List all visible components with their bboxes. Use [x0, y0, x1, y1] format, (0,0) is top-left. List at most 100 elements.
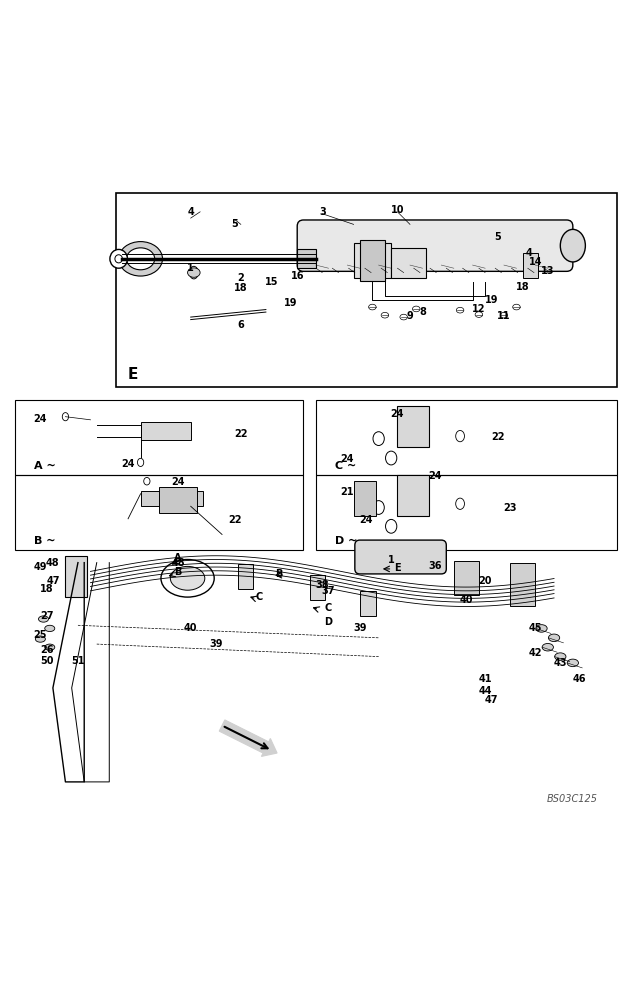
Bar: [140, 491, 204, 506]
Ellipse shape: [500, 312, 507, 318]
Text: 47: 47: [46, 576, 59, 586]
Ellipse shape: [161, 560, 214, 597]
Text: 48: 48: [46, 558, 59, 568]
Text: 49: 49: [33, 562, 47, 572]
Ellipse shape: [381, 312, 389, 318]
Text: 14: 14: [528, 257, 542, 267]
Ellipse shape: [119, 242, 162, 276]
Text: B: B: [174, 567, 182, 577]
Text: 15: 15: [265, 277, 279, 287]
Bar: [353, 243, 391, 278]
FancyBboxPatch shape: [355, 540, 446, 574]
Text: A ~: A ~: [34, 461, 56, 471]
Text: 26: 26: [40, 645, 53, 655]
Text: 42: 42: [528, 648, 542, 658]
Text: 25: 25: [33, 630, 47, 640]
Bar: [360, 240, 385, 281]
Ellipse shape: [35, 636, 46, 642]
Text: 46: 46: [573, 674, 586, 684]
Ellipse shape: [567, 659, 578, 667]
Text: 10: 10: [391, 205, 404, 215]
Text: 44: 44: [478, 686, 492, 696]
Text: 4: 4: [187, 207, 194, 217]
Bar: [510, 563, 535, 606]
Text: 5: 5: [231, 219, 238, 229]
Text: 21: 21: [341, 487, 354, 497]
Ellipse shape: [45, 625, 55, 632]
Ellipse shape: [413, 306, 420, 312]
Bar: [360, 591, 375, 616]
Bar: [398, 475, 428, 516]
Text: 27: 27: [40, 611, 53, 621]
Text: E: E: [128, 367, 138, 382]
Ellipse shape: [555, 653, 566, 660]
Text: 24: 24: [360, 515, 373, 525]
Text: 39: 39: [353, 623, 367, 633]
Text: 19: 19: [284, 298, 298, 308]
Bar: [391, 248, 425, 278]
Text: 39: 39: [209, 639, 222, 649]
Ellipse shape: [171, 566, 205, 590]
Ellipse shape: [115, 255, 123, 263]
Text: 1: 1: [187, 263, 194, 273]
Text: 24: 24: [171, 477, 185, 487]
Ellipse shape: [126, 248, 155, 270]
Ellipse shape: [39, 616, 49, 622]
Text: 5: 5: [494, 232, 501, 242]
Text: 24: 24: [391, 409, 404, 419]
Ellipse shape: [542, 643, 554, 651]
Text: 24: 24: [341, 454, 354, 464]
Text: 11: 11: [497, 311, 511, 321]
Ellipse shape: [188, 268, 200, 277]
Text: 48: 48: [171, 558, 185, 568]
Text: 18: 18: [40, 584, 54, 594]
Ellipse shape: [536, 625, 547, 632]
Text: 22: 22: [228, 515, 241, 525]
Text: 20: 20: [478, 576, 492, 586]
Text: 8: 8: [419, 307, 426, 317]
Text: 40: 40: [184, 623, 197, 633]
Ellipse shape: [373, 432, 384, 445]
Ellipse shape: [561, 229, 585, 262]
Bar: [398, 406, 428, 447]
Ellipse shape: [456, 430, 465, 442]
Text: 41: 41: [478, 674, 492, 684]
Text: C: C: [256, 592, 264, 602]
Ellipse shape: [143, 477, 150, 485]
Text: 38: 38: [315, 580, 329, 590]
Text: 9: 9: [406, 311, 413, 321]
Text: 3: 3: [319, 207, 325, 217]
Bar: [140, 422, 191, 440]
Text: 16: 16: [291, 271, 304, 281]
Bar: [159, 487, 197, 513]
Text: 19: 19: [485, 295, 498, 305]
Bar: [310, 575, 325, 600]
Text: 23: 23: [504, 503, 517, 513]
Bar: [66, 556, 87, 597]
Bar: [238, 564, 253, 589]
Text: BS03C125: BS03C125: [547, 794, 598, 804]
Ellipse shape: [386, 519, 397, 533]
Text: 2: 2: [238, 273, 244, 283]
Ellipse shape: [475, 312, 483, 317]
Text: 37: 37: [322, 586, 336, 596]
Text: 36: 36: [428, 561, 442, 571]
Text: B ~: B ~: [34, 536, 56, 546]
Text: D: D: [324, 617, 332, 627]
Text: 18: 18: [234, 283, 248, 293]
Text: E: E: [394, 563, 401, 573]
Ellipse shape: [45, 644, 55, 650]
Ellipse shape: [190, 266, 198, 279]
Text: 51: 51: [71, 656, 85, 666]
Text: 40: 40: [459, 595, 473, 605]
Bar: [523, 253, 538, 278]
Text: 12: 12: [472, 304, 485, 314]
Text: 22: 22: [234, 429, 248, 439]
Text: 24: 24: [33, 414, 47, 424]
Text: C ~: C ~: [335, 461, 356, 471]
Text: 50: 50: [40, 656, 53, 666]
Ellipse shape: [549, 634, 560, 642]
Text: A: A: [174, 553, 182, 563]
Text: D ~: D ~: [335, 536, 357, 546]
Bar: [353, 481, 375, 516]
